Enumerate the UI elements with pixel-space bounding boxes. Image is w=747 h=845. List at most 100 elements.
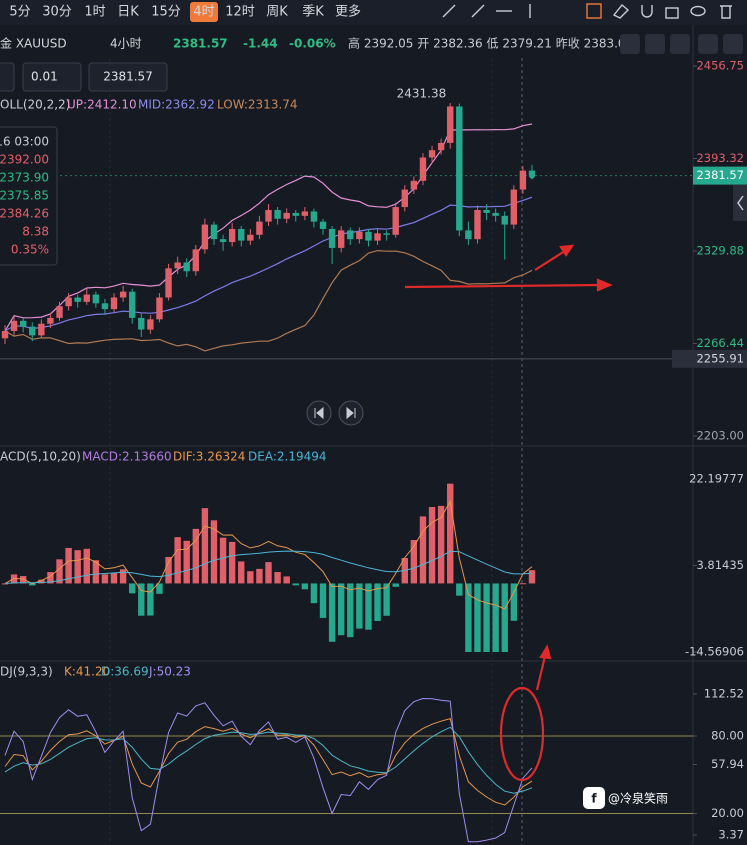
- y-tick-label: 2393.32: [696, 151, 744, 165]
- candle-body: [101, 303, 109, 310]
- timeframe-tab[interactable]: 1时: [84, 5, 105, 20]
- side-collapse[interactable]: [733, 185, 747, 221]
- candle-body: [256, 221, 263, 235]
- quote: 高 2392.05 开 2382.36 低 2379.21 昨收 2383.01: [348, 36, 633, 51]
- tool-eye[interactable]: [690, 5, 706, 17]
- candle-body: [38, 323, 45, 336]
- timeframe-tab[interactable]: 4时: [193, 5, 214, 20]
- macd-bar: [247, 571, 254, 584]
- side-button[interactable]: [0, 62, 15, 92]
- candle-body: [47, 317, 54, 324]
- tool-eraser[interactable]: [612, 4, 630, 19]
- high-label: 2431.38: [397, 86, 447, 100]
- macd-bar: [129, 583, 136, 594]
- boll-low-line: [4, 249, 533, 352]
- timeframe-tab[interactable]: 12时: [225, 5, 255, 20]
- change-pct: -0.06%: [289, 37, 336, 51]
- macd-bar: [501, 583, 508, 652]
- macd-bar: [465, 583, 472, 652]
- macd-bar: [265, 562, 272, 584]
- macd-bar: [192, 528, 200, 584]
- macd-bar: [74, 550, 81, 584]
- candle-body: [219, 239, 227, 243]
- candle-body: [147, 319, 154, 330]
- tool-line[interactable]: [442, 4, 456, 18]
- alert-box: [672, 349, 747, 368]
- icon-button[interactable]: [620, 34, 640, 54]
- macd-bar: [219, 537, 227, 584]
- timeframe-tab[interactable]: 日K: [117, 5, 139, 20]
- price-panel: 2456.75 2393.32 2329.88 2266.44 2203.00 2255.…: [0, 59, 747, 443]
- qty[interactable]: 0.01: [31, 70, 58, 84]
- macd-bar: [419, 516, 427, 584]
- timeframe-tab[interactable]: 周K: [266, 5, 288, 20]
- info-values: 16 03:00 2392.00 2373.90 2375.85 2384.26 8.38…: [0, 135, 49, 257]
- macd-dea: DEA:2.19494: [248, 450, 327, 464]
- info-value: 2384.26: [0, 207, 49, 221]
- candle-body: [238, 228, 245, 241]
- tool-draw[interactable]: [586, 3, 602, 19]
- y-tick-label: 2203.00: [696, 429, 744, 443]
- timeframe-tab[interactable]: 5分: [9, 5, 30, 20]
- kdj-k: K:41.20: [64, 665, 110, 679]
- candle-body: [119, 291, 127, 298]
- candle-body: [347, 230, 354, 240]
- symbol[interactable]: 金 XAUUSD: [0, 36, 67, 51]
- candle-body: [228, 228, 236, 243]
- tool-magnet[interactable]: [641, 5, 653, 18]
- candle-body: [1, 331, 9, 339]
- candle-body: [419, 157, 427, 181]
- candle-body: [83, 294, 90, 302]
- order-price[interactable]: 2381.57: [103, 70, 153, 84]
- candle-body: [10, 320, 18, 332]
- candle-body: [283, 212, 290, 219]
- collapse-icon: [737, 195, 744, 211]
- icon-button[interactable]: [723, 34, 743, 54]
- tool-delete[interactable]: [720, 5, 732, 19]
- last-price-label: 2381.57: [696, 168, 744, 182]
- timeframe-tab[interactable]: 15分: [151, 5, 181, 20]
- icon-button[interactable]: [670, 34, 690, 54]
- macd-bar: [337, 583, 345, 636]
- info-value: 2373.90: [0, 171, 49, 185]
- y-tick-label: 3.37: [718, 828, 744, 842]
- macd-bar: [383, 583, 390, 616]
- candle-body: [392, 207, 399, 235]
- candle-body: [356, 231, 363, 240]
- macd-bar: [437, 505, 445, 584]
- tool-lock[interactable]: [665, 7, 679, 19]
- arrow-head: [596, 278, 613, 292]
- macd-bar: [174, 537, 181, 584]
- candle-body: [328, 228, 336, 248]
- timeframe-tab[interactable]: 更多: [335, 4, 361, 20]
- candle-body: [274, 209, 281, 219]
- candle-body: [383, 233, 390, 235]
- info-value: 0.35%: [11, 243, 49, 257]
- candle-body: [401, 189, 408, 208]
- icon-button[interactable]: [698, 34, 718, 54]
- qty-input[interactable]: [22, 62, 82, 92]
- candle-body: [483, 209, 490, 213]
- candle-body: [56, 306, 63, 318]
- macd-bar: [228, 541, 236, 584]
- arrow-head: [559, 244, 575, 258]
- y-tick-label: 20.00: [711, 806, 744, 820]
- macd-bar: [474, 583, 481, 652]
- candle-body: [319, 221, 327, 229]
- y-tick-label: 80.00: [711, 729, 744, 743]
- timeframe-tab[interactable]: 季K: [302, 5, 324, 20]
- macd-bar: [365, 583, 372, 630]
- price-button[interactable]: [88, 62, 168, 92]
- period[interactable]: 4小时: [110, 37, 142, 51]
- dea-line: [4, 550, 533, 584]
- tool-ray[interactable]: [471, 4, 485, 18]
- candle-body: [510, 189, 518, 225]
- info-value: 2392.00: [0, 153, 49, 167]
- icon-button[interactable]: [645, 34, 665, 54]
- last-price: 2381.57: [173, 37, 228, 51]
- macd-bar: [528, 570, 536, 584]
- info-box: [0, 126, 58, 266]
- timeframe-tab[interactable]: 30分: [42, 5, 72, 20]
- macd-bar: [256, 568, 263, 584]
- kdj-name: DJ(9,3,3): [0, 665, 53, 679]
